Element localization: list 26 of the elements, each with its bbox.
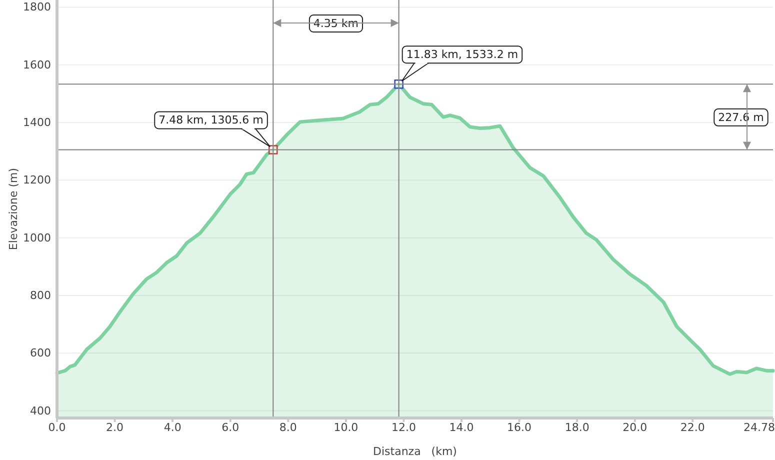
y-tick-label: 1400 [23, 116, 51, 130]
y-axis-title: Elevazione (m) [7, 168, 20, 250]
y-tick-label: 1600 [23, 58, 51, 72]
annotation: 227.6 m [718, 110, 764, 124]
y-tick-label: 400 [30, 404, 51, 418]
x-tick-label: 4.0 [164, 421, 182, 434]
x-tick-label: 24.78 [744, 421, 775, 434]
y-tick-label: 1000 [23, 231, 51, 244]
y-tick-label: 800 [30, 289, 51, 302]
x-tick-label: 10.0 [334, 421, 358, 434]
x-tick-label: 12.0 [391, 421, 416, 434]
x-tick-label: 8.0 [279, 421, 297, 434]
y-tick-label: 600 [30, 346, 51, 360]
y-tick-label: 1200 [23, 174, 51, 187]
x-tick-label: 14.0 [449, 421, 474, 434]
annotation: 7.48 km, 1305.6 m [158, 114, 264, 127]
x-tick-label: 20.0 [622, 421, 648, 434]
annotation: 11.83 km, 1533.2 m [406, 48, 518, 62]
y-tick-label: 1800 [23, 0, 51, 14]
x-tick-label: 22.0 [680, 421, 705, 434]
x-axis-title: Distanza (km) [373, 445, 457, 458]
x-tick-label: 16.0 [507, 421, 532, 434]
x-tick-label: 0.0 [48, 421, 66, 434]
x-tick-label: 2.0 [106, 421, 124, 434]
x-tick-label: 18.0 [564, 421, 590, 434]
x-tick-label: 6.0 [222, 421, 240, 434]
